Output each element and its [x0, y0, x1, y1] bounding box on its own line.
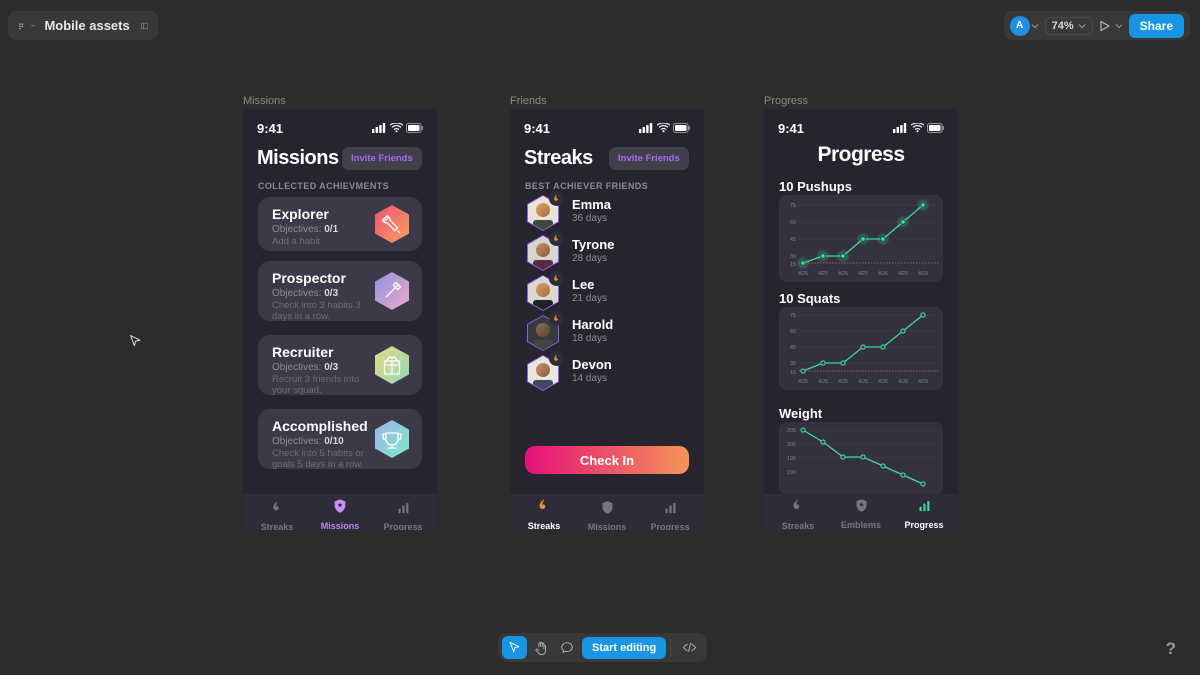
svg-text:75: 75 — [790, 313, 796, 319]
svg-text:15: 15 — [790, 262, 796, 268]
svg-text:4/28: 4/28 — [898, 379, 908, 385]
svg-text:4/25: 4/25 — [838, 379, 848, 385]
svg-text:4/25: 4/25 — [818, 379, 828, 385]
svg-text:190: 190 — [787, 470, 796, 476]
svg-text:30: 30 — [790, 361, 796, 367]
svg-text:195: 195 — [787, 456, 796, 462]
svg-text:4/25: 4/25 — [818, 271, 828, 277]
svg-text:4/29: 4/29 — [918, 379, 928, 385]
svg-text:4/26: 4/26 — [878, 379, 888, 385]
svg-text:4/26: 4/26 — [878, 271, 888, 277]
svg-text:4/25: 4/25 — [858, 271, 868, 277]
svg-text:4/25: 4/25 — [838, 271, 848, 277]
svg-text:30: 30 — [790, 254, 796, 260]
svg-text:4/25: 4/25 — [858, 379, 868, 385]
svg-text:4/25: 4/25 — [798, 379, 808, 385]
svg-text:15: 15 — [790, 370, 796, 376]
svg-text:205: 205 — [787, 428, 796, 434]
svg-text:4/25: 4/25 — [798, 271, 808, 277]
svg-text:60: 60 — [790, 220, 796, 226]
svg-text:4/29: 4/29 — [918, 271, 928, 277]
svg-text:45: 45 — [790, 345, 796, 351]
svg-text:45: 45 — [790, 237, 796, 243]
svg-text:60: 60 — [790, 329, 796, 335]
svg-text:75: 75 — [790, 203, 796, 209]
svg-text:200: 200 — [787, 442, 796, 448]
svg-text:4/28: 4/28 — [898, 271, 908, 277]
